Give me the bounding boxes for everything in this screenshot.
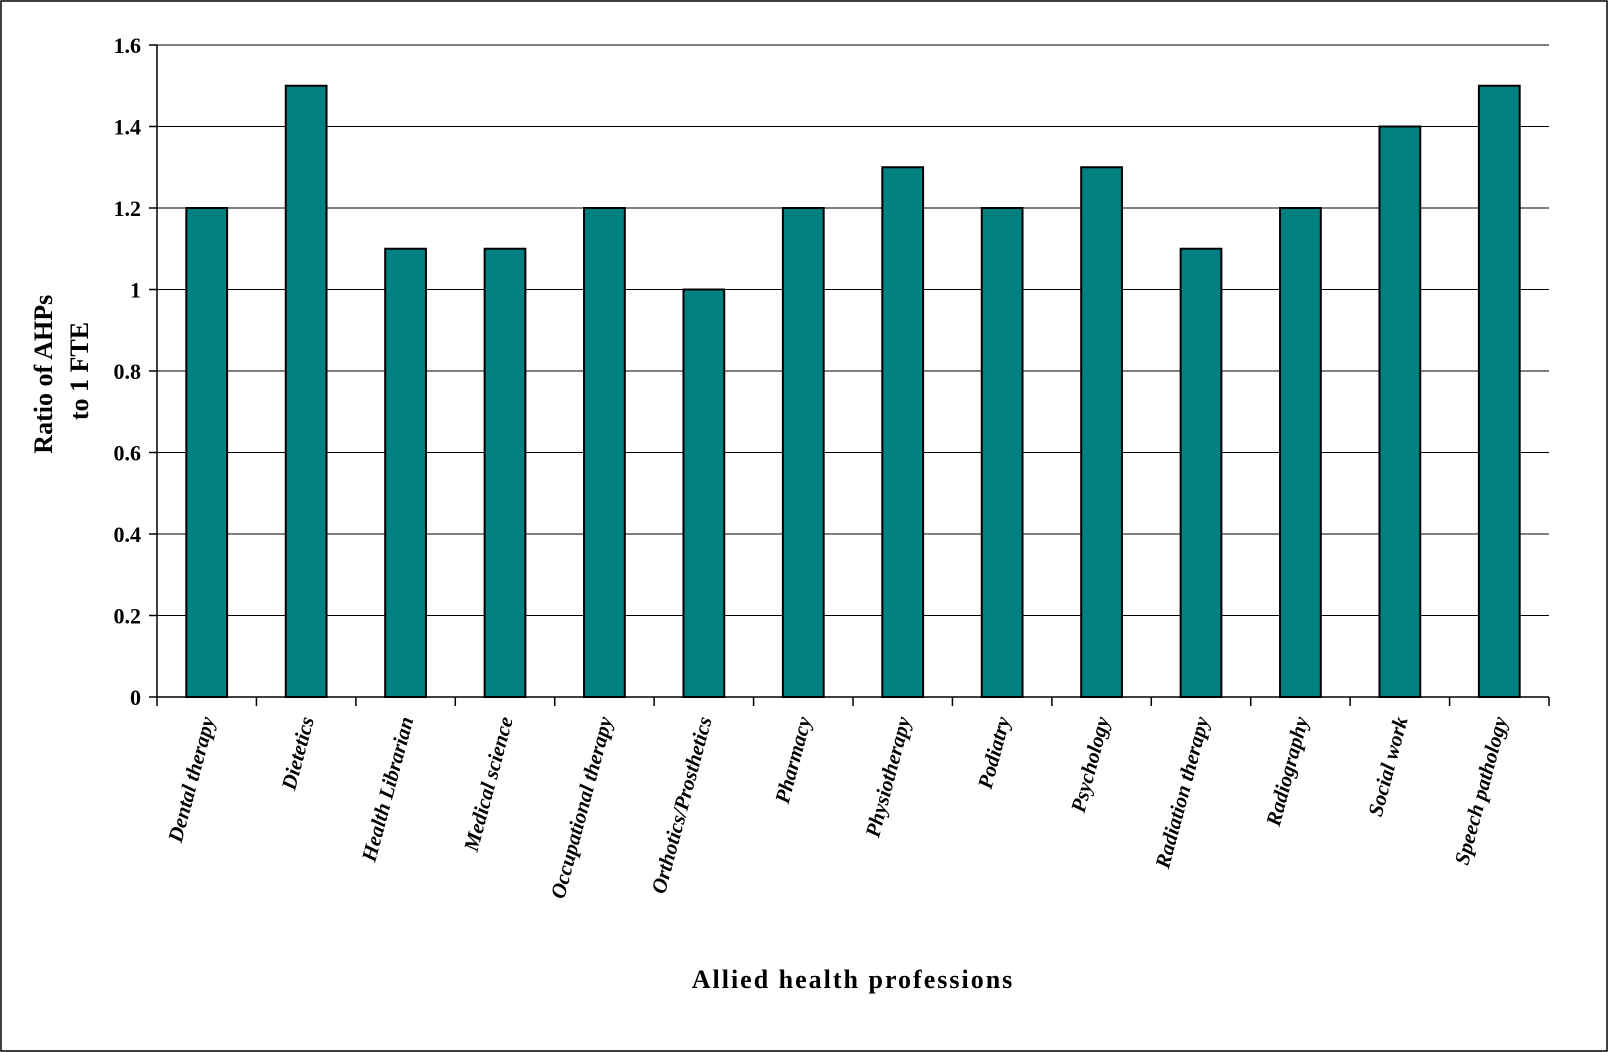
bar-pharmacy bbox=[781, 207, 825, 698]
bar-medical-science bbox=[483, 247, 527, 698]
y-tick-label: 0.6 bbox=[114, 441, 142, 466]
y-tick-label: 1.2 bbox=[114, 196, 142, 221]
y-tick-label: 0.8 bbox=[114, 359, 142, 384]
x-axis-title: Allied health professions bbox=[692, 965, 1015, 994]
bar-social-work bbox=[1378, 125, 1422, 698]
axes bbox=[149, 44, 1550, 706]
y-tick-label: 1.6 bbox=[114, 33, 142, 58]
bar-dental-therapy bbox=[185, 207, 229, 698]
bar-radiation-therapy bbox=[1179, 247, 1223, 698]
y-tick-label: 0 bbox=[130, 685, 141, 710]
y-tick-labels: 0 0.2 0.4 0.6 0.8 1 1.2 1.4 1.6 bbox=[114, 33, 142, 710]
y-tick-label: 0.2 bbox=[114, 604, 142, 629]
y-axis-title-line-2: to 1 FTE bbox=[65, 322, 94, 420]
bar-radiography bbox=[1279, 207, 1322, 698]
bar-podiatry bbox=[980, 207, 1024, 698]
bar-dietetics bbox=[284, 84, 328, 698]
y-tick-label: 0.4 bbox=[114, 522, 142, 547]
y-axis-title-line-1: Ratio of AHPs bbox=[29, 295, 58, 454]
y-axis-title: Ratio of AHPs to 1 FTE bbox=[29, 288, 94, 453]
axis-titles: Ratio of AHPs to 1 FTE Allied health pro… bbox=[29, 288, 1015, 994]
bar-occupational-therapy bbox=[583, 207, 626, 698]
bar-health-librarian bbox=[384, 247, 427, 698]
y-tick-label: 1 bbox=[130, 278, 141, 303]
bar-speech-pathology bbox=[1477, 84, 1521, 698]
bar-orthotics-prosthetics bbox=[682, 288, 726, 698]
bars bbox=[185, 84, 1521, 698]
bar-psychology bbox=[1080, 166, 1123, 698]
bar-physiotherapy bbox=[881, 166, 925, 698]
y-tick-label: 1.4 bbox=[114, 115, 142, 140]
